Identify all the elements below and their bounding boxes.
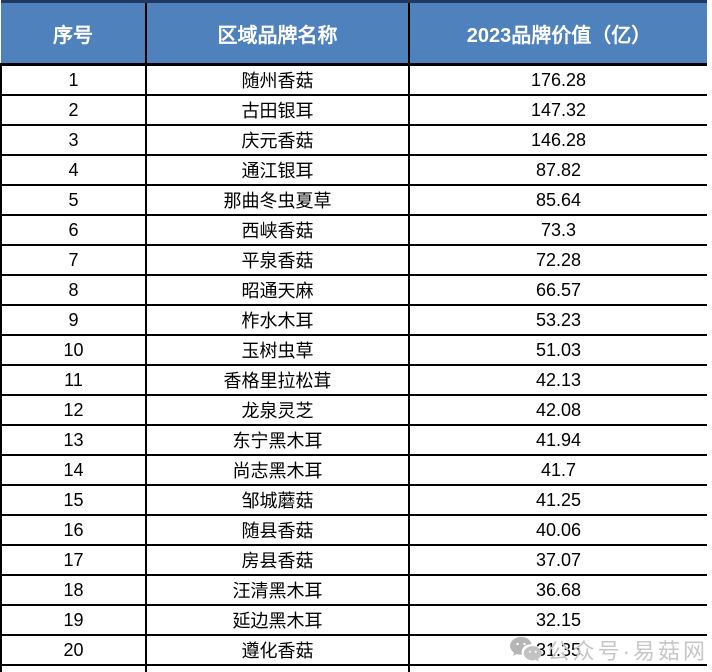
rank-cell: 1 [0, 63, 147, 96]
rank-cell: 12 [0, 394, 147, 426]
table-row: 5 那曲冬虫夏草 85.64 [0, 184, 707, 216]
table-row: 20 遵化香菇 31.35 [0, 634, 707, 666]
rank-cell: 15 [0, 484, 147, 516]
table-row: 15 邹城蘑菇 41.25 [0, 484, 707, 516]
table-row: 17 房县香菇 37.07 [0, 544, 707, 576]
table-row: 11 香格里拉松茸 42.13 [0, 364, 707, 396]
brand-name-cell: 随州香菇 [145, 63, 410, 96]
table-row-partial [0, 664, 707, 672]
brand-name-cell: 西峡香菇 [145, 214, 410, 246]
brand-name-cell: 古田银耳 [145, 94, 410, 126]
value-cell: 37.07 [408, 544, 707, 576]
rank-cell: 9 [0, 304, 147, 336]
value-cell: 32.15 [408, 604, 707, 636]
value-cell [408, 664, 707, 672]
rank-cell: 18 [0, 574, 147, 606]
value-cell: 42.13 [408, 364, 707, 396]
header-brand-name: 区域品牌名称 [145, 0, 410, 66]
rank-cell: 13 [0, 424, 147, 456]
rank-cell: 7 [0, 244, 147, 276]
rank-cell: 11 [0, 364, 147, 396]
rank-cell: 4 [0, 154, 147, 186]
value-cell: 51.03 [408, 334, 707, 366]
brand-name-cell: 玉树虫草 [145, 334, 410, 366]
rank-cell: 10 [0, 334, 147, 366]
rank-cell: 19 [0, 604, 147, 636]
table-row: 8 昭通天麻 66.57 [0, 274, 707, 306]
brand-name-cell: 柞水木耳 [145, 304, 410, 336]
value-cell: 85.64 [408, 184, 707, 216]
value-cell: 41.94 [408, 424, 707, 456]
brand-name-cell: 汪清黑木耳 [145, 574, 410, 606]
value-cell: 73.3 [408, 214, 707, 246]
table-row: 18 汪清黑木耳 36.68 [0, 574, 707, 606]
table-row: 12 龙泉灵芝 42.08 [0, 394, 707, 426]
table-row: 3 庆元香菇 146.28 [0, 124, 707, 156]
table-row: 13 东宁黑木耳 41.94 [0, 424, 707, 456]
table-row: 7 平泉香菇 72.28 [0, 244, 707, 276]
brand-name-cell: 遵化香菇 [145, 634, 410, 666]
rank-cell: 8 [0, 274, 147, 306]
value-cell: 87.82 [408, 154, 707, 186]
table-row: 2 古田银耳 147.32 [0, 94, 707, 126]
value-cell: 72.28 [408, 244, 707, 276]
brand-name-cell: 香格里拉松茸 [145, 364, 410, 396]
value-cell: 146.28 [408, 124, 707, 156]
brand-name-cell: 邹城蘑菇 [145, 484, 410, 516]
brand-name-cell: 东宁黑木耳 [145, 424, 410, 456]
rank-cell [0, 664, 147, 672]
value-cell: 41.25 [408, 484, 707, 516]
table-row: 10 玉树虫草 51.03 [0, 334, 707, 366]
header-row: 序号 区域品牌名称 2023品牌价值（亿） [1, 0, 707, 66]
brand-name-cell: 平泉香菇 [145, 244, 410, 276]
table-row: 6 西峡香菇 73.3 [0, 214, 707, 246]
brand-name-cell: 房县香菇 [145, 544, 410, 576]
value-cell: 176.28 [408, 63, 707, 96]
brand-name-cell [145, 664, 410, 672]
brand-name-cell: 尚志黑木耳 [145, 454, 410, 486]
table-row: 4 通江银耳 87.82 [0, 154, 707, 186]
brand-name-cell: 庆元香菇 [145, 124, 410, 156]
brand-name-cell: 龙泉灵芝 [145, 394, 410, 426]
brand-name-cell: 那曲冬虫夏草 [145, 184, 410, 216]
header-brand-value: 2023品牌价值（亿） [408, 0, 707, 66]
table-row: 16 随县香菇 40.06 [0, 514, 707, 546]
brand-name-cell: 昭通天麻 [145, 274, 410, 306]
rank-cell: 3 [0, 124, 147, 156]
value-cell: 41.7 [408, 454, 707, 486]
rank-cell: 5 [0, 184, 147, 216]
value-cell: 66.57 [408, 274, 707, 306]
table-header: 序号 区域品牌名称 2023品牌价值（亿） [1, 0, 707, 66]
table-row: 1 随州香菇 176.28 [0, 63, 707, 96]
header-rank: 序号 [1, 0, 147, 66]
rank-cell: 16 [0, 514, 147, 546]
brand-name-cell: 延边黑木耳 [145, 604, 410, 636]
value-cell: 53.23 [408, 304, 707, 336]
value-cell: 40.06 [408, 514, 707, 546]
rank-cell: 6 [0, 214, 147, 246]
table-row: 9 柞水木耳 53.23 [0, 304, 707, 336]
value-cell: 42.08 [408, 394, 707, 426]
table-body: 1 随州香菇 176.28 2 古田银耳 147.32 3 庆元香菇 146.2… [0, 63, 707, 672]
value-cell: 36.68 [408, 574, 707, 606]
table-row: 19 延边黑木耳 32.15 [0, 604, 707, 636]
rank-cell: 2 [0, 94, 147, 126]
brand-name-cell: 通江银耳 [145, 154, 410, 186]
table-row: 14 尚志黑木耳 41.7 [0, 454, 707, 486]
rank-cell: 14 [0, 454, 147, 486]
value-cell: 31.35 [408, 634, 707, 666]
brand-name-cell: 随县香菇 [145, 514, 410, 546]
value-cell: 147.32 [408, 94, 707, 126]
rank-cell: 20 [0, 634, 147, 666]
rank-cell: 17 [0, 544, 147, 576]
